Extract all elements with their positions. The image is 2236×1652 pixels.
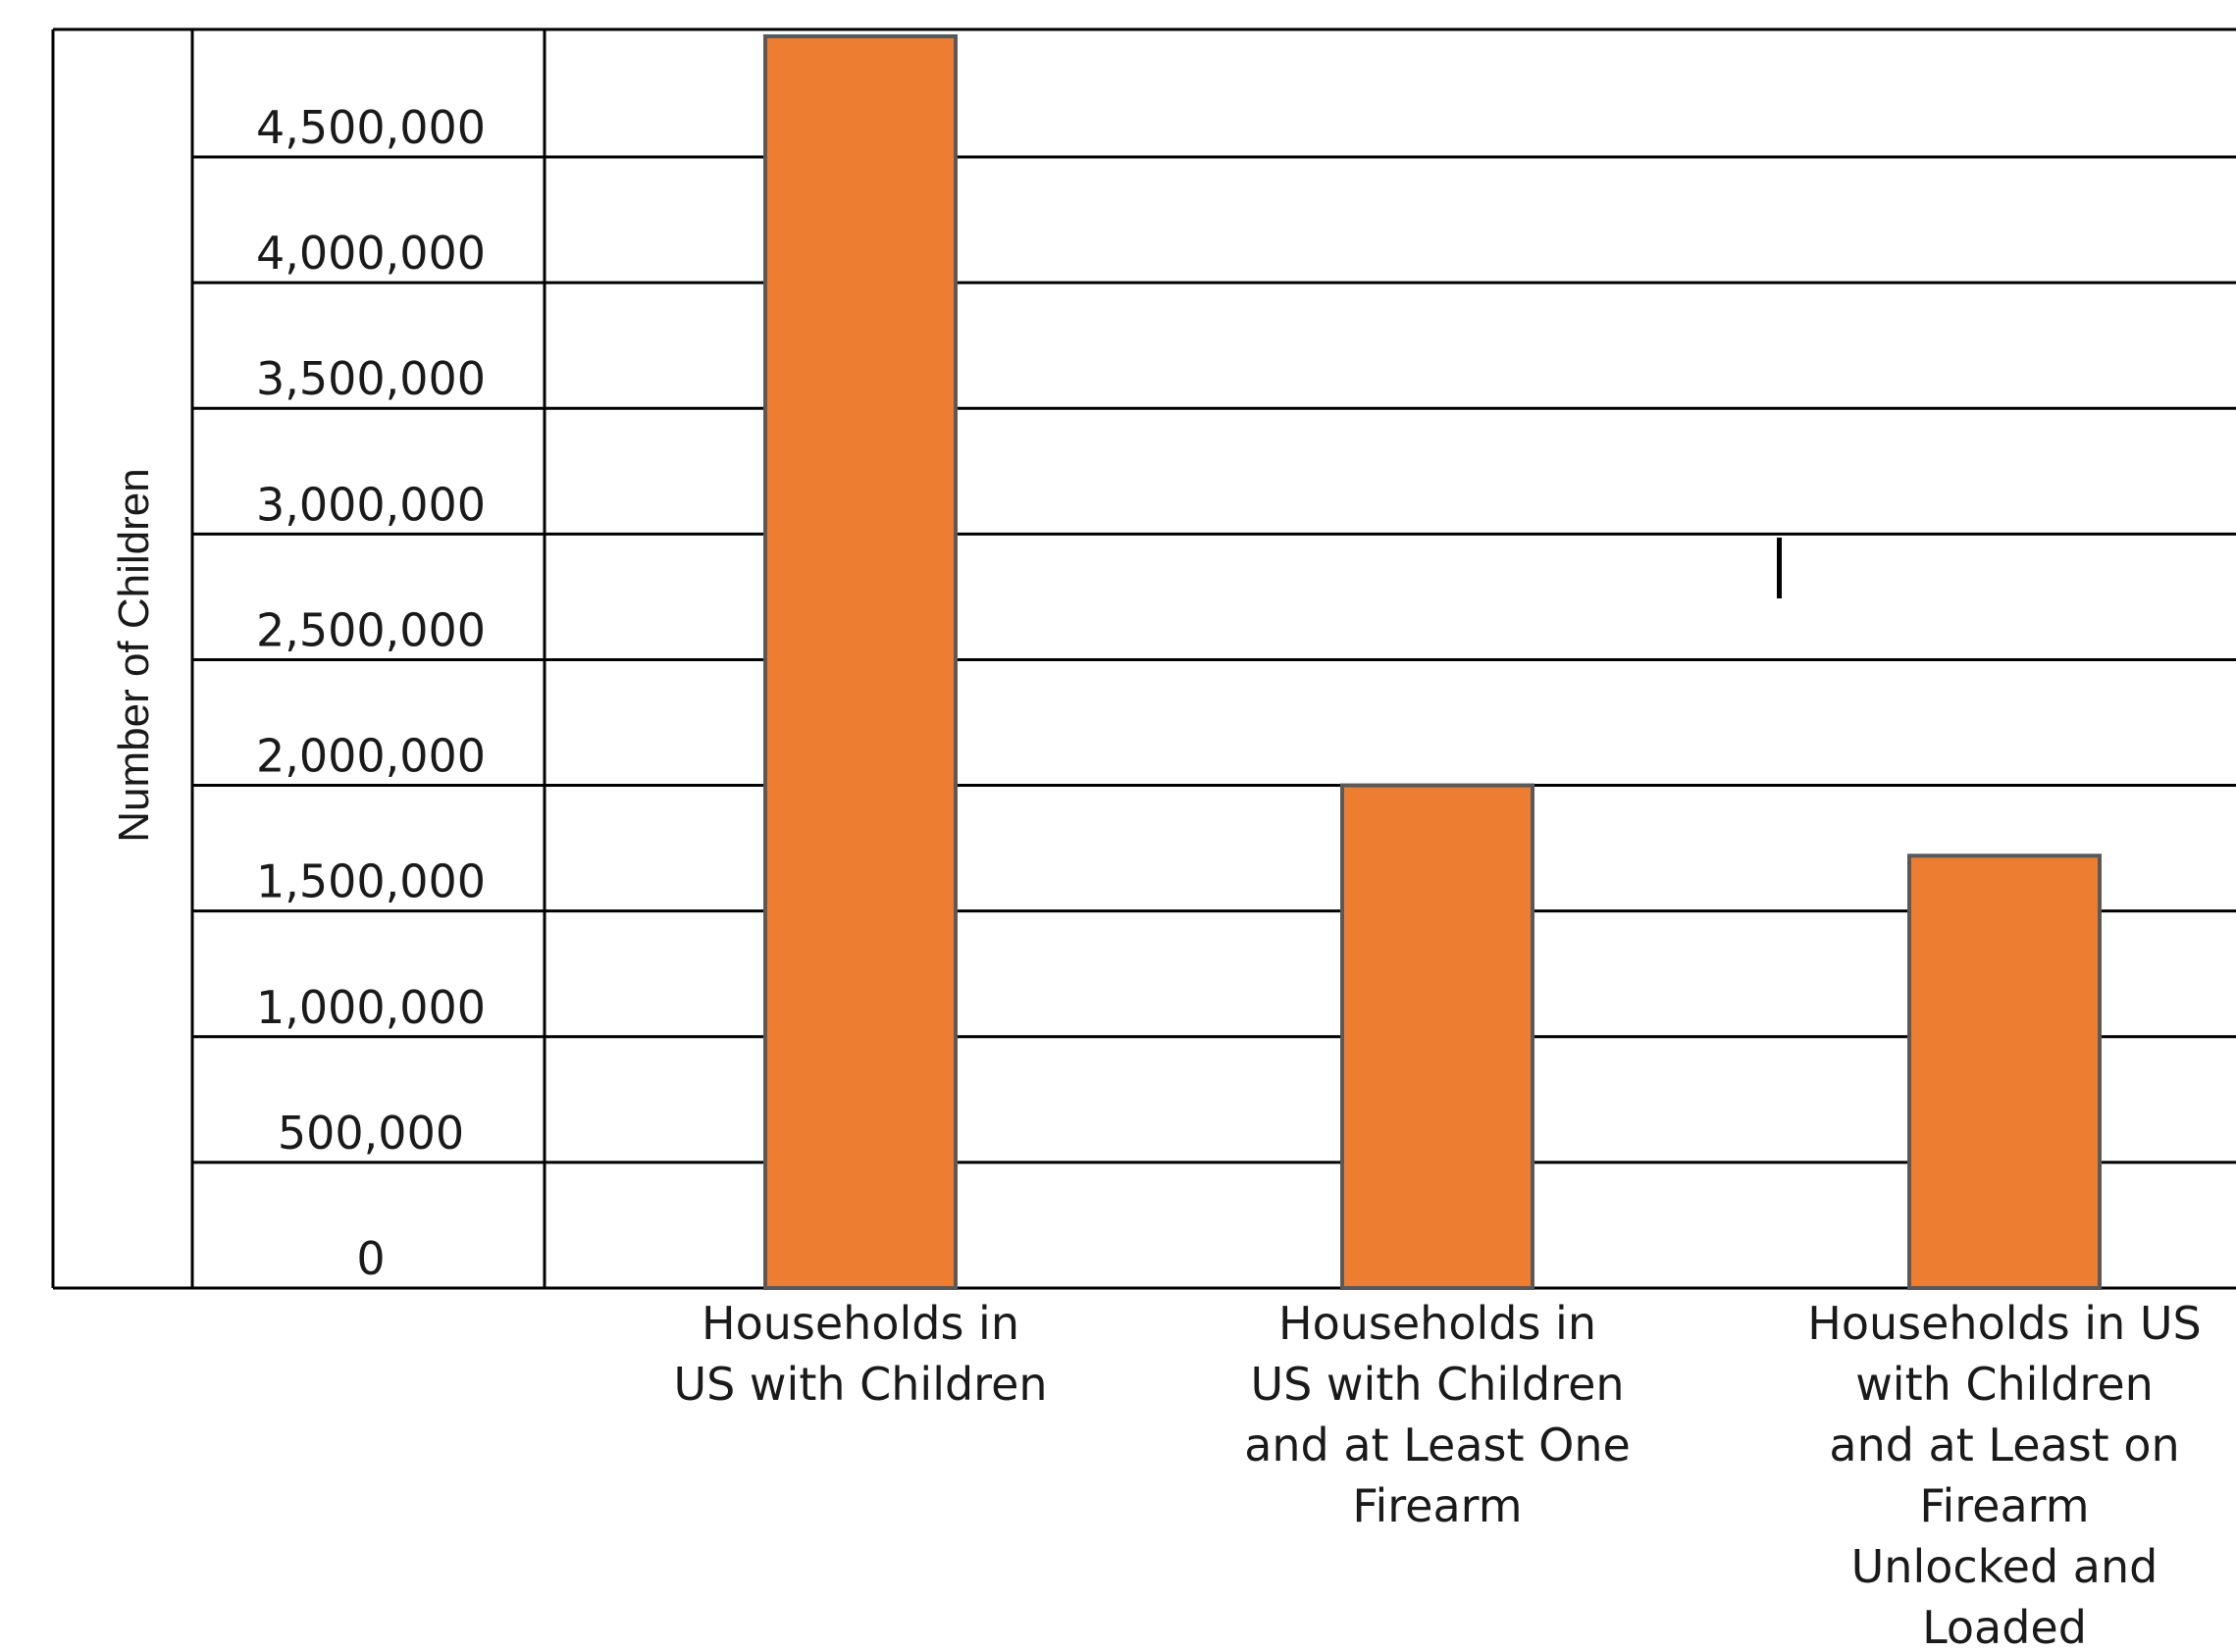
bar [1340, 783, 1534, 1290]
axis-frame [51, 27, 2236, 1290]
y-tick-label: 2,500,000 [256, 603, 486, 656]
y-tick-label: 2,000,000 [256, 730, 486, 783]
x-category-label: Households in US with Children and at Leas… [1807, 1297, 2201, 1652]
y-axis-label: Number of Children [110, 468, 158, 843]
y-tick-label: 3,000,000 [256, 478, 486, 531]
y-tick-label: 500,000 [278, 1107, 464, 1160]
y-tick-label: 1,500,000 [256, 855, 486, 908]
y-tick-label: 4,000,000 [256, 227, 486, 280]
y-tick-label: 1,000,000 [256, 981, 486, 1034]
gridlines [192, 155, 2236, 1164]
y-tick-labels: 0 500,000 1,000,000 1,500,000 2,000,000 2,500… [256, 101, 486, 1285]
text-cursor-mark [1777, 538, 1782, 598]
y-tick-label: 4,500,000 [256, 101, 486, 154]
bars [763, 34, 2102, 1291]
y-tick-label: 3,500,000 [256, 352, 486, 405]
x-category-label: Households in US with Children and at Leas… [1244, 1297, 1631, 1532]
y-tick-label: 0 [356, 1232, 385, 1285]
bar [763, 34, 958, 1291]
x-category-labels: Households in US with Children Households … [673, 1297, 2201, 1652]
bar [1907, 853, 2102, 1290]
x-category-label: Households in US with Children [673, 1297, 1047, 1411]
